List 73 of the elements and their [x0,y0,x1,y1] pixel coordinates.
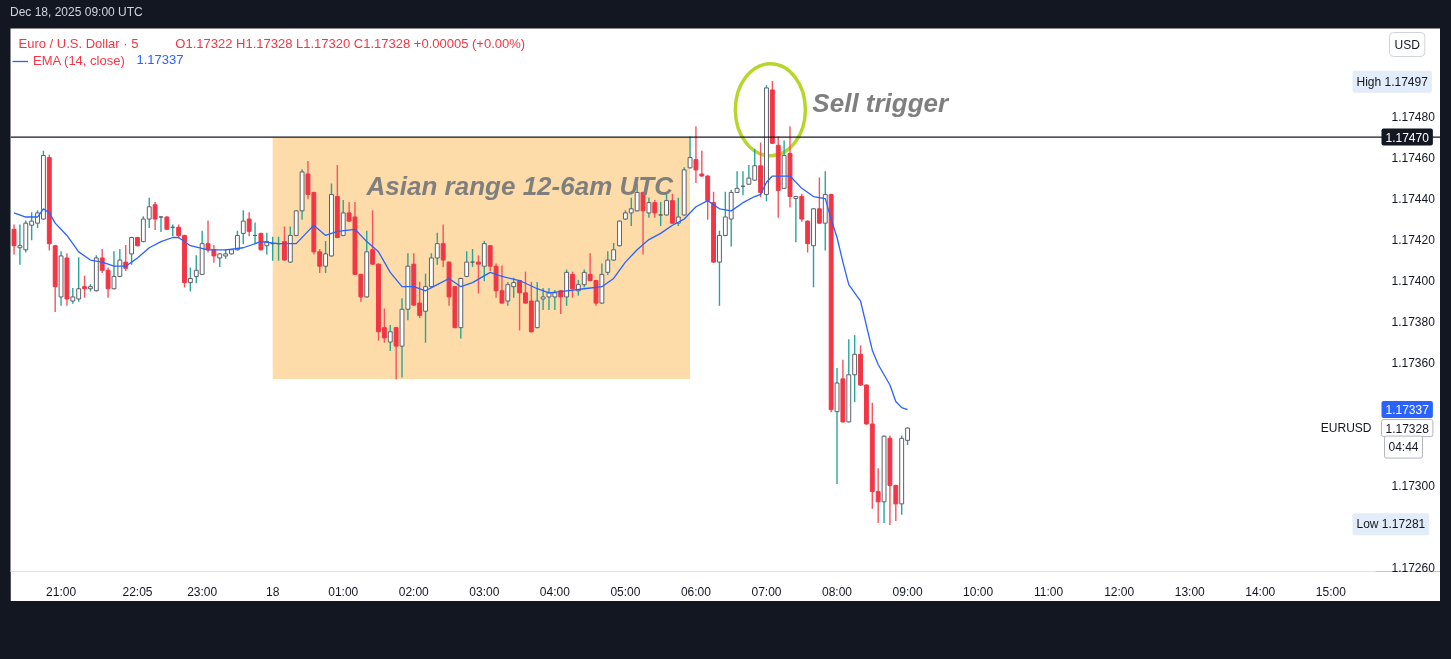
x-tick-label: 05:00 [610,584,641,599]
text: Dec 18, 2025 09:00 UTC [10,4,143,21]
y-tick-label: 1.17360 [1391,356,1436,370]
annotation: EURUSD [1320,421,1372,436]
x-tick-label: 03:00 [469,584,500,599]
candlestick [205,220,211,253]
candlestick [340,199,346,237]
x-tick-label: 07:00 [751,584,782,599]
x-tick-label: 04:00 [539,584,571,599]
candlestick [475,255,481,294]
x-tick-label: 06:00 [680,584,712,599]
y-tick-label: 1.17440 [1391,192,1436,207]
candlestick [158,216,164,233]
y-tick-label: 1.17480 [1391,110,1436,125]
ref-line-label: 1.17470 [1385,130,1430,145]
x-tick-label: 22:05 [122,584,153,599]
y-tick-label: 1.17400 [1391,274,1436,289]
y-tick-label: 1.17260 [1391,560,1436,575]
candlestick [234,230,240,251]
candlestick [669,193,675,224]
y-tick-label: 1.17460 [1391,151,1436,166]
candlestick [11,224,17,255]
x-tick-label: 21:00 [46,584,77,599]
candlestick [687,136,693,169]
y-tick-label: 1.17380 [1391,315,1436,330]
candlestick [646,197,652,218]
x-tick-label: 02:00 [398,584,430,599]
text: Euro / U.S. Dollar · 5 [18,36,139,51]
text: 04:44 [1388,440,1419,455]
candlestick [82,275,88,298]
candlestick [246,212,252,237]
y-tick-label: 1.17300 [1391,478,1436,493]
candlestick [187,267,193,292]
candlestick [816,177,822,224]
x-tick-label: 11:00 [1034,584,1064,599]
x-tick-label: 09:00 [892,584,923,599]
annotation: Low 1.17281 [1356,517,1426,532]
annotation: High 1.17497 [1356,74,1429,89]
x-tick-label: 10:00 [963,584,994,599]
candlestick [464,251,470,278]
candlestick [387,324,393,351]
y-axis-title: USD [1394,37,1421,52]
x-tick-label: 15:00 [1315,584,1347,599]
candlestick [152,201,158,231]
candlestick [558,290,564,315]
x-tick-label: 13:00 [1174,584,1206,599]
x-tick-label: 08:00 [822,584,853,599]
annotation: 1.17337 [136,52,184,67]
text: O1.17322 H1.17328 L1.17320 C1.17328 +0.00005 (+0.00%) [175,36,526,51]
x-tick-label: 18 [266,584,280,599]
candlestick [240,210,246,245]
candlestick [129,236,135,265]
candlestick [805,220,811,253]
candlestick [693,126,699,183]
candlestick [440,224,446,267]
text: 1.17328 [1385,421,1430,436]
candlestick [799,193,805,222]
annotation: Sell trigger [812,87,951,118]
text: 1.17337 [1385,403,1430,418]
candlestick [282,226,287,261]
y-tick-label: 1.17420 [1391,233,1436,248]
x-tick-label: 12:00 [1104,584,1135,599]
candlestick [393,326,399,380]
band-label: Asian range 12-6am UTC [365,170,675,201]
candlestick [570,271,575,298]
line-series [13,175,909,411]
x-tick-label: 23:00 [187,584,218,599]
candlestick [675,197,681,226]
x-tick-label: 01:00 [328,584,359,599]
legend-label: EMA (14, close) [33,53,125,68]
x-tick-label: 14:00 [1245,584,1276,599]
candlestick [481,240,487,282]
candlestick [793,195,799,243]
